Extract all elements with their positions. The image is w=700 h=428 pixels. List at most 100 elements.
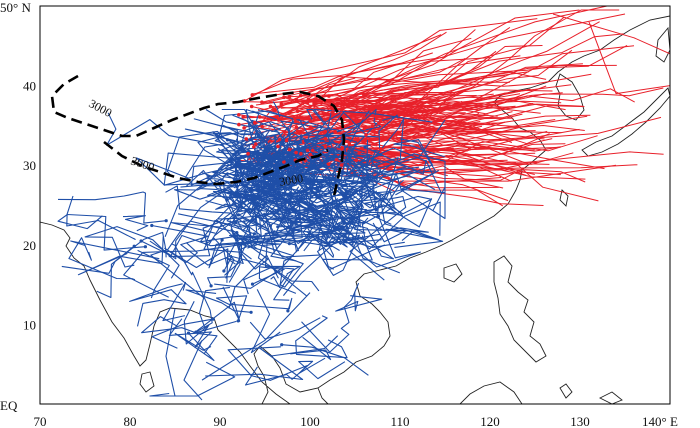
y-tick-label: 10 (23, 317, 36, 332)
blue-track-group (57, 101, 446, 401)
track-origin-point (282, 95, 286, 100)
track-line (151, 224, 233, 267)
track-line (57, 213, 146, 251)
track-origin-point (132, 244, 136, 248)
track-origin-point (323, 136, 328, 141)
track-origin-point (289, 220, 293, 224)
track-line (150, 220, 237, 299)
track-origin-point (305, 100, 310, 105)
track-line (349, 196, 407, 281)
track-origin-point (363, 104, 368, 109)
track-line (552, 13, 670, 55)
track-origin-point (249, 310, 253, 314)
x-tick-label: 70 (34, 414, 47, 428)
track-line (335, 198, 433, 230)
track-line (151, 318, 214, 349)
track-origin-point (333, 130, 338, 134)
track-origin-point (282, 160, 286, 164)
track-origin-point (361, 92, 366, 97)
track-origin-point (293, 116, 297, 121)
track-line (257, 235, 320, 292)
track-origin-point (291, 206, 295, 210)
track-origin-point (323, 193, 327, 197)
track-origin-point (282, 130, 287, 134)
track-line (289, 225, 382, 245)
track-line (287, 167, 304, 186)
track-origin-point (291, 230, 295, 234)
track-line (291, 164, 329, 183)
track-line (327, 136, 375, 173)
track-line (370, 138, 436, 176)
track-line (365, 101, 479, 111)
track-origin-point (377, 121, 381, 126)
track-line (57, 191, 167, 224)
track-origin-point (312, 101, 316, 106)
track-line (149, 361, 236, 397)
track-line (303, 165, 346, 184)
track-line (269, 101, 292, 149)
track-line (343, 216, 421, 268)
contour-line-south (103, 140, 329, 186)
track-origin-point (376, 214, 381, 218)
x-tick-label: 120 (480, 414, 500, 428)
track-origin-point (308, 125, 313, 129)
coastline-hainan (443, 263, 463, 283)
track-line (280, 177, 321, 194)
track-line (378, 9, 620, 124)
track-origin-point (225, 138, 230, 142)
track-line (129, 283, 187, 327)
track-line (381, 63, 583, 124)
track-line (339, 201, 441, 250)
track-line (345, 143, 381, 176)
track-origin-point (373, 176, 377, 180)
track-origin-point (249, 104, 254, 109)
track-line (291, 13, 626, 118)
track-origin-point (294, 97, 299, 102)
track-origin-point (253, 121, 257, 125)
track-line (340, 105, 503, 125)
track-origin-point (322, 117, 327, 121)
track-origin-point (372, 130, 376, 134)
track-line (588, 21, 670, 95)
track-origin-point (362, 126, 367, 130)
track-origin-point (194, 330, 198, 334)
track-line (380, 87, 664, 109)
track-origin-point (330, 163, 334, 167)
track-origin-point (310, 148, 315, 153)
y-axis-top-label: 50° N (0, 0, 31, 15)
track-origin-point (367, 107, 372, 111)
track-line (106, 112, 257, 155)
track-origin-point (363, 145, 367, 149)
track-line (325, 109, 367, 136)
track-origin-point (236, 213, 241, 217)
track-origin-point (257, 115, 262, 119)
track-line (224, 230, 276, 276)
track-line (177, 197, 314, 253)
track-line (335, 205, 366, 240)
x-axis-end-label: 140° E (642, 414, 678, 428)
track-origin-point (374, 207, 378, 212)
track-line (234, 203, 268, 223)
track-line (263, 187, 299, 215)
track-line (245, 195, 265, 225)
track-origin-point (357, 151, 362, 155)
x-tick-label: 110 (390, 414, 409, 428)
track-origin-point (340, 146, 345, 150)
track-origin-point (330, 110, 335, 114)
track-line (368, 129, 586, 180)
track-line (163, 131, 285, 223)
track-origin-point (379, 153, 383, 157)
track-line (359, 146, 535, 154)
track-origin-point (343, 240, 347, 244)
track-line (363, 93, 525, 119)
track-line (266, 152, 289, 173)
plot-frame (39, 5, 671, 405)
track-line (373, 114, 399, 152)
track-origin-point (334, 158, 339, 162)
track-line (281, 344, 369, 376)
track-line (214, 216, 331, 289)
track-line (238, 116, 351, 130)
track-line (303, 94, 412, 143)
track-line (245, 34, 442, 144)
track-line (277, 224, 340, 251)
